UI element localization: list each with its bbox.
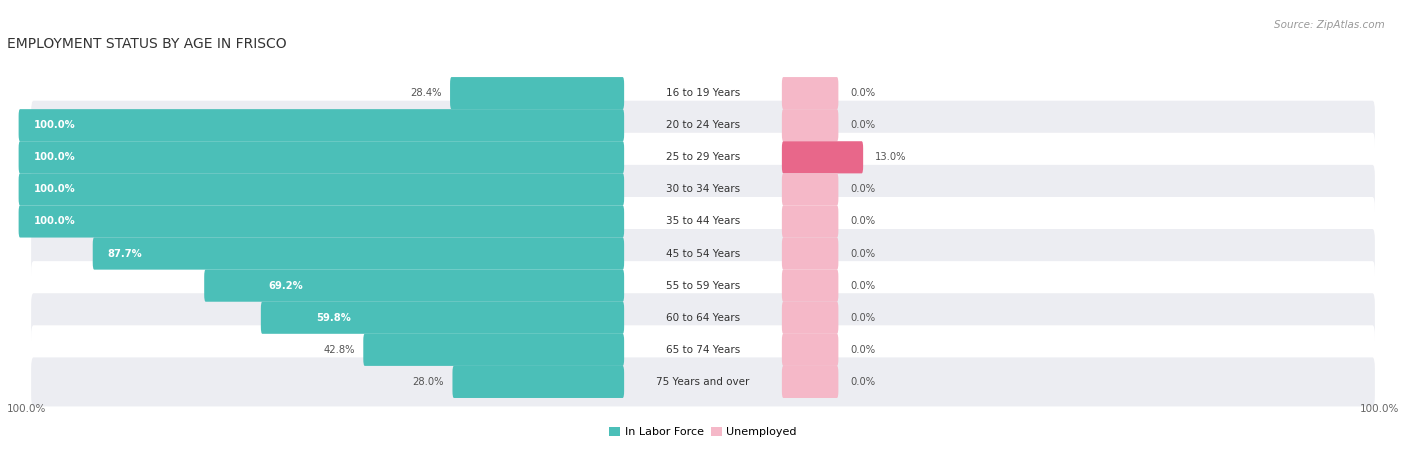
Text: 55 to 59 Years: 55 to 59 Years xyxy=(666,281,740,291)
FancyBboxPatch shape xyxy=(93,238,624,270)
Text: 100.0%: 100.0% xyxy=(34,120,76,130)
FancyBboxPatch shape xyxy=(453,366,624,398)
FancyBboxPatch shape xyxy=(18,109,624,141)
FancyBboxPatch shape xyxy=(782,334,838,366)
FancyBboxPatch shape xyxy=(31,197,1375,246)
FancyBboxPatch shape xyxy=(782,77,838,109)
FancyBboxPatch shape xyxy=(363,334,624,366)
FancyBboxPatch shape xyxy=(31,133,1375,182)
Text: 20 to 24 Years: 20 to 24 Years xyxy=(666,120,740,130)
Text: 0.0%: 0.0% xyxy=(851,88,876,98)
Text: Source: ZipAtlas.com: Source: ZipAtlas.com xyxy=(1274,20,1385,30)
Text: 16 to 19 Years: 16 to 19 Years xyxy=(666,88,740,98)
Text: 65 to 74 Years: 65 to 74 Years xyxy=(666,345,740,355)
Text: 100.0%: 100.0% xyxy=(34,152,76,162)
Text: 0.0%: 0.0% xyxy=(851,377,876,387)
Text: 0.0%: 0.0% xyxy=(851,248,876,259)
Text: 69.2%: 69.2% xyxy=(269,281,302,291)
FancyBboxPatch shape xyxy=(450,77,624,109)
FancyBboxPatch shape xyxy=(782,366,838,398)
Text: 0.0%: 0.0% xyxy=(851,120,876,130)
FancyBboxPatch shape xyxy=(18,173,624,206)
Text: 100.0%: 100.0% xyxy=(34,216,76,226)
FancyBboxPatch shape xyxy=(782,302,838,334)
FancyBboxPatch shape xyxy=(782,238,838,270)
Text: 0.0%: 0.0% xyxy=(851,345,876,355)
FancyBboxPatch shape xyxy=(31,325,1375,374)
FancyBboxPatch shape xyxy=(31,357,1375,406)
Text: 87.7%: 87.7% xyxy=(108,248,142,259)
FancyBboxPatch shape xyxy=(31,261,1375,310)
FancyBboxPatch shape xyxy=(204,270,624,302)
FancyBboxPatch shape xyxy=(262,302,624,334)
FancyBboxPatch shape xyxy=(31,229,1375,278)
Text: 100.0%: 100.0% xyxy=(7,404,46,414)
FancyBboxPatch shape xyxy=(782,270,838,302)
Text: 75 Years and over: 75 Years and over xyxy=(657,377,749,387)
FancyBboxPatch shape xyxy=(31,293,1375,342)
FancyBboxPatch shape xyxy=(31,101,1375,150)
FancyBboxPatch shape xyxy=(31,165,1375,214)
Text: 60 to 64 Years: 60 to 64 Years xyxy=(666,313,740,323)
Text: 28.4%: 28.4% xyxy=(411,88,441,98)
Text: 30 to 34 Years: 30 to 34 Years xyxy=(666,184,740,194)
Text: 13.0%: 13.0% xyxy=(875,152,907,162)
FancyBboxPatch shape xyxy=(782,141,863,173)
Text: 0.0%: 0.0% xyxy=(851,313,876,323)
FancyBboxPatch shape xyxy=(782,109,838,141)
Text: EMPLOYMENT STATUS BY AGE IN FRISCO: EMPLOYMENT STATUS BY AGE IN FRISCO xyxy=(7,37,287,51)
Text: 0.0%: 0.0% xyxy=(851,281,876,291)
FancyBboxPatch shape xyxy=(18,205,624,238)
Text: 0.0%: 0.0% xyxy=(851,184,876,194)
Text: 45 to 54 Years: 45 to 54 Years xyxy=(666,248,740,259)
Text: 28.0%: 28.0% xyxy=(412,377,444,387)
Text: 100.0%: 100.0% xyxy=(34,184,76,194)
Text: 42.8%: 42.8% xyxy=(323,345,354,355)
Text: 0.0%: 0.0% xyxy=(851,216,876,226)
Text: 100.0%: 100.0% xyxy=(1360,404,1399,414)
FancyBboxPatch shape xyxy=(31,68,1375,117)
Legend: In Labor Force, Unemployed: In Labor Force, Unemployed xyxy=(605,422,801,441)
FancyBboxPatch shape xyxy=(782,173,838,206)
FancyBboxPatch shape xyxy=(782,205,838,238)
Text: 35 to 44 Years: 35 to 44 Years xyxy=(666,216,740,226)
FancyBboxPatch shape xyxy=(18,141,624,173)
Text: 59.8%: 59.8% xyxy=(316,313,352,323)
Text: 25 to 29 Years: 25 to 29 Years xyxy=(666,152,740,162)
